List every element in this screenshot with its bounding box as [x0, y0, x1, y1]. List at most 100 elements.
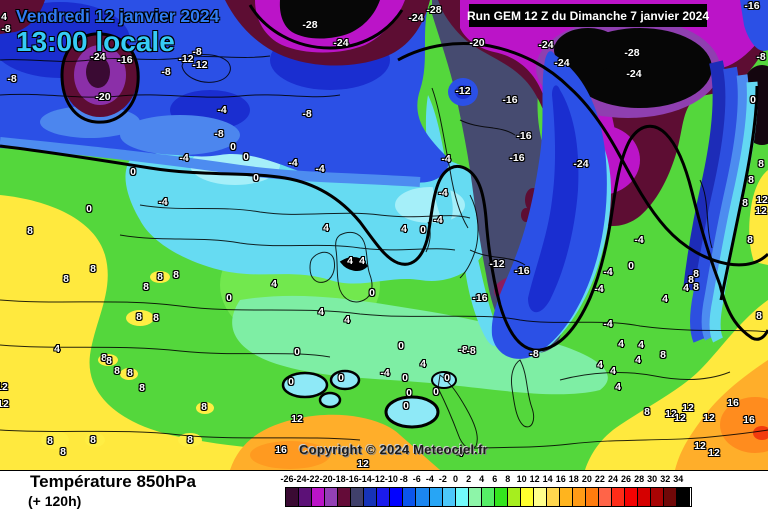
temp-value-label: -16 — [509, 152, 525, 164]
legend-cell — [520, 488, 534, 506]
legend-cell — [390, 488, 404, 506]
forecast-lead-time: (+ 120h) — [28, 493, 82, 509]
legend-tick: -16 — [345, 474, 359, 484]
temp-value-label: 12 — [665, 408, 677, 420]
legend-tick: 28 — [634, 474, 645, 484]
legend-cell — [468, 488, 482, 506]
temp-value-label: 12 — [674, 412, 686, 424]
temp-value-label: 8 — [153, 312, 159, 324]
map-area: 4 -8 -8 -24 -16 -8 -12 -12 -8 -20 -28 -24 -8 -4 -8 0 0 -4… — [0, 0, 768, 470]
temp-value-label: 0 — [402, 372, 408, 384]
legend-tick: 18 — [568, 474, 579, 484]
temp-value-label: -4 — [634, 234, 644, 246]
temp-value-label: -24 — [554, 57, 570, 69]
temp-value-label: 4 — [683, 282, 689, 294]
legend-cell — [559, 488, 574, 506]
temp-value-label: 12 — [0, 381, 8, 393]
legend-tick: 26 — [621, 474, 632, 484]
model-run-banner: Run GEM 12 Z du Dimanche 7 janvier 2024 — [467, 4, 709, 27]
temp-value-label: 8 — [90, 434, 96, 446]
temp-value-label: 8 — [758, 158, 764, 170]
temp-value-label: 4 — [597, 359, 603, 371]
temp-value-label: 16 — [727, 397, 739, 409]
legend-cell — [494, 488, 508, 506]
legend-cell — [325, 488, 339, 506]
legend-tick: -18 — [332, 474, 346, 484]
legend-tick: 12 — [529, 474, 540, 484]
temp-value-label: -4 — [603, 318, 613, 330]
temp-value-label: 8 — [127, 367, 133, 379]
temp-value-label: 8 — [693, 268, 699, 280]
legend-tick: 24 — [607, 474, 619, 484]
temp-value-label: 0 — [226, 292, 232, 304]
legend-tick: -26 — [280, 474, 294, 484]
temperature-labels-layer: 4 -8 -8 -24 -16 -8 -12 -12 -8 -20 -28 -24 -8 -4 -8 0 0 -4… — [0, 0, 768, 470]
legend-tick: -14 — [358, 474, 372, 484]
temp-value-label: 16 — [275, 444, 287, 456]
legend-tick: 10 — [516, 474, 527, 484]
legend-tick: -6 — [412, 474, 421, 484]
legend-tick: 32 — [660, 474, 671, 484]
eastern-cold-tongue — [462, 0, 768, 359]
temp-value-label: 4 — [1, 11, 7, 23]
temp-value-label: 0 — [288, 376, 294, 388]
legend-tick: -8 — [399, 474, 408, 484]
temp-value-label: 0 — [750, 94, 756, 106]
temp-value-label: 8 — [136, 311, 142, 323]
legend-cell — [586, 488, 600, 506]
temp-value-label: 8 — [660, 349, 666, 361]
temp-value-label: 12 — [694, 440, 706, 452]
temp-value-label: -4 — [438, 187, 448, 199]
temp-value-label: 8 — [101, 352, 107, 364]
temp-value-label: -8 — [214, 128, 224, 140]
temp-value-label: 8 — [201, 401, 207, 413]
temp-value-label: 4 — [347, 255, 353, 267]
legend-cell — [403, 488, 417, 506]
parameter-title: Température 850hPa — [30, 472, 196, 491]
legend-color-cells — [285, 487, 692, 507]
temp-value-label: 12 — [357, 458, 369, 470]
temp-value-label: 0 — [628, 260, 634, 272]
legend-cell — [481, 488, 495, 506]
temp-value-label: -4 — [380, 367, 390, 379]
temp-value-label: 8 — [748, 174, 754, 186]
temp-value-label: 4 — [359, 255, 365, 267]
legend-tick: -10 — [384, 474, 398, 484]
temp-value-label: 8 — [47, 435, 53, 447]
temp-value-label: -12 — [192, 59, 208, 71]
legend-tick: 20 — [581, 474, 592, 484]
legend-cell — [573, 488, 587, 506]
legend-cell — [338, 488, 352, 506]
legend-tick: -12 — [371, 474, 385, 484]
temp-value-label: 0 — [253, 172, 259, 184]
legend-cell — [625, 488, 639, 506]
temp-value-label: -4 — [217, 104, 227, 116]
footer-bar: Température 850hPa (+ 120h) -26 -24 -22 -20… — [0, 470, 768, 512]
temp-value-label: 4 — [615, 381, 621, 393]
temp-value-label: -8 — [7, 73, 17, 85]
temp-value-label: -8 — [161, 66, 171, 78]
temp-value-label: 8 — [90, 263, 96, 275]
temp-value-label: 8 — [173, 269, 179, 281]
temp-value-label: -4 — [288, 157, 298, 169]
temp-value-label: 16 — [743, 414, 755, 426]
temp-value-label: -20 — [469, 37, 485, 49]
legend-cell — [351, 488, 365, 506]
temp-value-label: 8 — [157, 271, 163, 283]
temp-value-label: 8 — [27, 225, 33, 237]
temp-value-label: -8 — [1, 23, 11, 35]
cold-pockets — [281, 369, 457, 429]
temp-value-label: 8 — [747, 234, 753, 246]
temp-value-label: 0 — [243, 151, 249, 163]
temp-value-label: -24 — [626, 68, 642, 80]
legend-tick: 30 — [647, 474, 658, 484]
temp-value-label: 0 — [86, 203, 92, 215]
valid-time: 13:00 locale — [16, 26, 175, 58]
temp-value-label: -24 — [408, 12, 424, 24]
temp-value-label: 12 — [0, 398, 9, 410]
legend-tick: 0 — [453, 474, 459, 484]
legend-cell — [429, 488, 443, 506]
temp-value-label: -8 — [458, 344, 468, 356]
temp-value-label: -20 — [95, 91, 111, 103]
